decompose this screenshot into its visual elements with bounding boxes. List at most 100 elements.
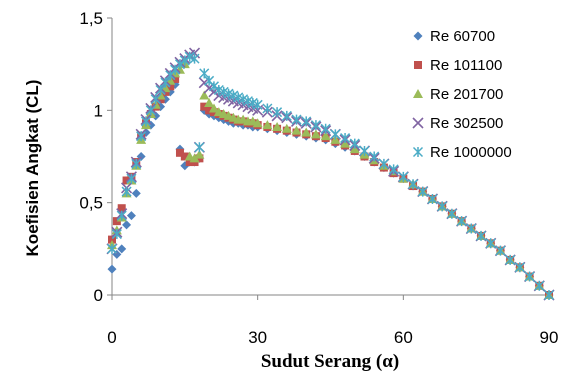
x-axis-label: Sudut Serang (α)	[261, 351, 399, 372]
data-point	[330, 134, 341, 144]
x-tick-label: 0	[107, 328, 116, 347]
data-point	[131, 188, 141, 198]
x-ticks: 0 30 60 90	[107, 295, 558, 347]
data-point	[359, 145, 370, 156]
data-point	[534, 280, 545, 291]
data-point	[204, 97, 215, 107]
data-point	[417, 186, 428, 197]
data-point	[121, 186, 132, 197]
legend-marker	[412, 146, 424, 158]
legend-marker	[413, 89, 423, 98]
data-point	[466, 223, 477, 234]
data-point	[111, 229, 122, 240]
plot-marks	[106, 47, 555, 301]
data-point	[495, 245, 506, 256]
data-point	[116, 210, 127, 221]
series-4	[106, 51, 555, 301]
data-point	[112, 217, 121, 226]
data-point	[179, 55, 190, 66]
data-point	[166, 82, 175, 91]
legend-label: Re 302500	[430, 115, 503, 132]
data-point	[126, 211, 136, 221]
data-point	[456, 216, 467, 227]
data-point	[122, 176, 131, 185]
legend: Re 60700 Re 101100 Re 201700 Re 302500 Re 10…	[412, 28, 512, 161]
data-point	[189, 53, 200, 64]
data-point	[175, 148, 184, 157]
data-point	[205, 106, 214, 115]
data-point	[320, 131, 331, 141]
legend-label: Re 201700	[430, 86, 503, 103]
legend-label: Re 101100	[430, 57, 502, 74]
y-tick-label: 0	[94, 286, 103, 305]
legend-marker	[412, 117, 424, 129]
data-point	[505, 254, 516, 265]
data-point	[514, 262, 525, 273]
data-point	[136, 131, 147, 142]
data-point	[140, 116, 152, 127]
data-point	[524, 271, 535, 282]
data-point	[122, 220, 132, 230]
legend-item: Re 60700	[413, 28, 495, 45]
data-point	[200, 102, 209, 111]
data-point	[301, 127, 312, 137]
legend-item: Re 201700	[413, 86, 503, 103]
data-point	[262, 103, 273, 114]
y-tick-label: 0,5	[79, 194, 103, 213]
x-tick-label: 60	[394, 328, 413, 347]
data-point	[199, 90, 210, 100]
data-point	[208, 103, 219, 113]
data-point	[301, 116, 312, 127]
data-point	[340, 138, 351, 148]
legend-item: Re 302500	[412, 115, 503, 132]
legend-label: Re 1000000	[430, 144, 512, 161]
data-point	[427, 193, 438, 205]
data-point	[185, 158, 194, 167]
data-point	[446, 208, 457, 219]
data-point	[106, 243, 118, 254]
data-point	[310, 129, 321, 139]
series-0	[107, 79, 554, 300]
legend-label: Re 60700	[430, 28, 495, 45]
data-point	[291, 114, 302, 125]
data-point	[330, 129, 341, 140]
data-point	[262, 120, 273, 130]
data-point	[208, 81, 219, 92]
data-point	[388, 164, 399, 175]
legend-item: Re 1000000	[412, 144, 512, 161]
series-1	[108, 74, 553, 299]
data-point	[281, 123, 292, 133]
y-tick-label: 1,5	[79, 9, 103, 28]
data-point	[252, 104, 264, 116]
data-point	[340, 133, 351, 144]
data-point	[252, 118, 263, 128]
data-point	[171, 74, 180, 83]
data-point	[310, 120, 321, 131]
data-point	[485, 238, 496, 249]
data-point	[180, 152, 189, 161]
data-point	[117, 244, 127, 254]
data-point	[252, 99, 263, 110]
data-point	[150, 94, 161, 105]
data-point	[320, 123, 331, 134]
legend-item: Re 101100	[414, 57, 502, 74]
data-point	[194, 149, 205, 159]
data-point	[117, 204, 126, 213]
data-point	[349, 144, 360, 154]
data-point	[349, 138, 360, 149]
legend-marker	[413, 31, 423, 41]
y-axis-label: Koefisien Angkat (CL)	[23, 80, 42, 257]
y-ticks: 0 0,5 1 1,5	[79, 9, 112, 305]
data-point	[437, 201, 448, 212]
data-point	[108, 235, 116, 244]
x-tick-label: 90	[540, 328, 559, 347]
data-point	[174, 59, 186, 70]
y-tick-label: 1	[94, 101, 103, 120]
data-point	[398, 171, 409, 182]
data-point	[543, 289, 555, 301]
data-point	[188, 47, 201, 59]
data-point	[131, 158, 142, 169]
data-point	[189, 153, 200, 163]
x-tick-label: 30	[248, 328, 267, 347]
